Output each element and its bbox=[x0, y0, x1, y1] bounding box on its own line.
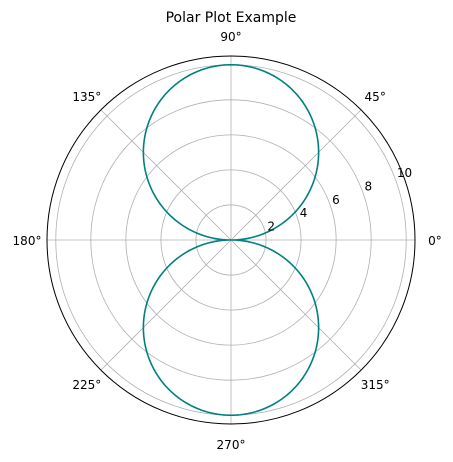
theta-tick-label-90: 90° bbox=[220, 30, 241, 44]
r-tick-label-10: 10 bbox=[397, 166, 412, 180]
theta-tick-label-315: 315° bbox=[361, 378, 390, 392]
theta-tick-label-270: 270° bbox=[217, 438, 246, 452]
theta-grid-line-225 bbox=[100, 239, 232, 371]
r-tick-labels: 2 4 6 8 10 bbox=[267, 166, 412, 234]
polar-frame bbox=[46, 55, 416, 425]
theta-grid-line-315 bbox=[230, 239, 362, 371]
r-tick-label-2: 2 bbox=[267, 220, 275, 234]
r-tick-label-6: 6 bbox=[332, 193, 340, 207]
theta-tick-label-0: 0° bbox=[428, 234, 442, 248]
r-tick-label-4: 4 bbox=[300, 206, 308, 220]
theta-tick-label-45: 45° bbox=[365, 90, 386, 104]
theta-tick-labels: 0° 45° 90° 135° 180° 225° 270° 315° bbox=[13, 30, 442, 452]
series-layer bbox=[142, 63, 320, 417]
theta-tick-label-225: 225° bbox=[72, 378, 101, 392]
theta-grid-line-45 bbox=[230, 109, 362, 241]
chart-title: Polar Plot Example bbox=[166, 10, 297, 26]
series-line-0 bbox=[142, 63, 320, 417]
r-tick-label-8: 8 bbox=[365, 179, 373, 193]
theta-grid-line-135 bbox=[100, 109, 232, 241]
theta-tick-label-135: 135° bbox=[72, 90, 101, 104]
theta-tick-label-180: 180° bbox=[13, 234, 42, 248]
polar-grid bbox=[47, 56, 415, 424]
